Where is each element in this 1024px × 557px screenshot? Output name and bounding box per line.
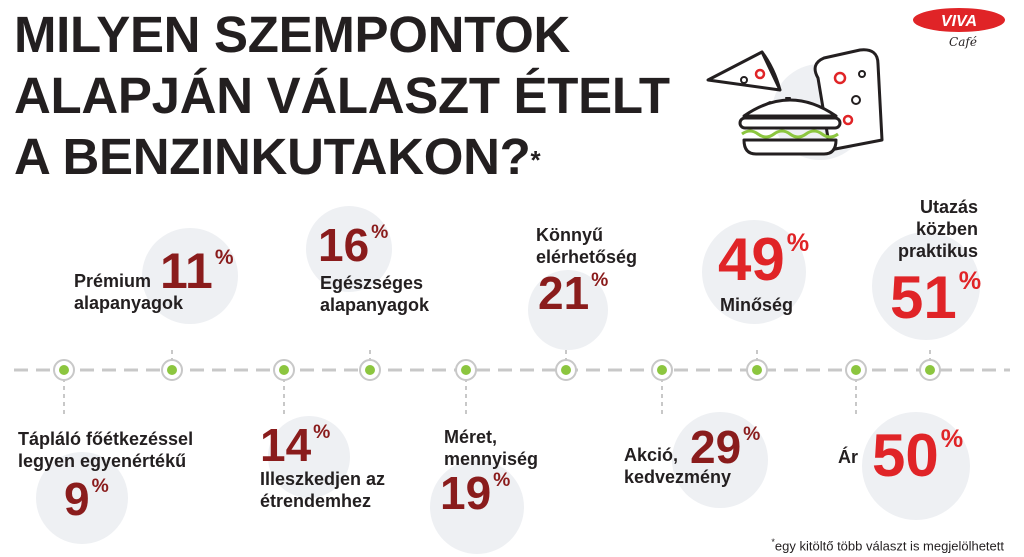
label-accessibility: Könnyű elérhetőség <box>536 225 638 267</box>
viva-cafe-logo: VIVA Café <box>913 8 1005 49</box>
value-accessibility: 21% <box>538 267 609 319</box>
bg-circle-49 <box>702 220 806 324</box>
food-illustration-icon <box>706 48 884 160</box>
title-line-1: MILYEN SZEMPONTOK <box>14 6 570 63</box>
label-size: Méret, mennyiség <box>444 427 539 469</box>
value-discount: 29% <box>690 421 761 473</box>
page-title: MILYEN SZEMPONTOK ALAPJÁN VÁLASZT ÉTELT A … <box>14 4 670 187</box>
title-asterisk: * <box>530 145 541 175</box>
bg-circle-9 <box>36 452 128 544</box>
title-line-3: A BENZINKUTAKON? <box>14 128 531 185</box>
bg-circle-11 <box>142 228 238 324</box>
label-premium: Prémium alapanyagok <box>74 271 184 313</box>
value-diet: 14% <box>260 419 331 471</box>
label-travel: Utazás közben praktikus <box>897 197 978 261</box>
bg-circle-51 <box>872 232 980 340</box>
footnote: *egy kitöltő több választ is megjelölhet… <box>771 536 1004 553</box>
value-healthy: 16% <box>318 219 389 271</box>
value-price: 50% <box>872 422 964 489</box>
bg-circle-19 <box>430 460 524 554</box>
label-healthy: Egészséges alapanyagok <box>320 273 430 315</box>
svg-text:VIVA: VIVA <box>941 13 977 30</box>
value-size: 19% <box>440 467 511 519</box>
value-premium: 11% <box>160 243 234 299</box>
timeline <box>14 350 1010 416</box>
label-discount: Akció, kedvezmény <box>624 445 732 487</box>
bg-circle-29 <box>672 412 768 508</box>
bg-circle-16 <box>306 206 392 292</box>
bg-circle-21 <box>528 270 608 350</box>
label-quality: Minőség <box>720 295 794 315</box>
timeline-dots <box>53 359 941 381</box>
bg-circle-50 <box>862 412 970 520</box>
label-diet: Illeszkedjen az étrendemhez <box>260 469 386 511</box>
label-price: Ár <box>838 447 859 467</box>
title-line-2: ALAPJÁN VÁLASZT ÉTELT <box>14 67 670 124</box>
value-quality: 49% <box>718 226 810 293</box>
value-travel: 51% <box>890 264 982 331</box>
svg-text:Café: Café <box>949 35 977 49</box>
bg-circle-14 <box>268 416 350 498</box>
value-nutritious: 9% <box>64 473 109 525</box>
label-nutritious: Tápláló főétkezéssel legyen egyenértékű <box>18 429 194 471</box>
